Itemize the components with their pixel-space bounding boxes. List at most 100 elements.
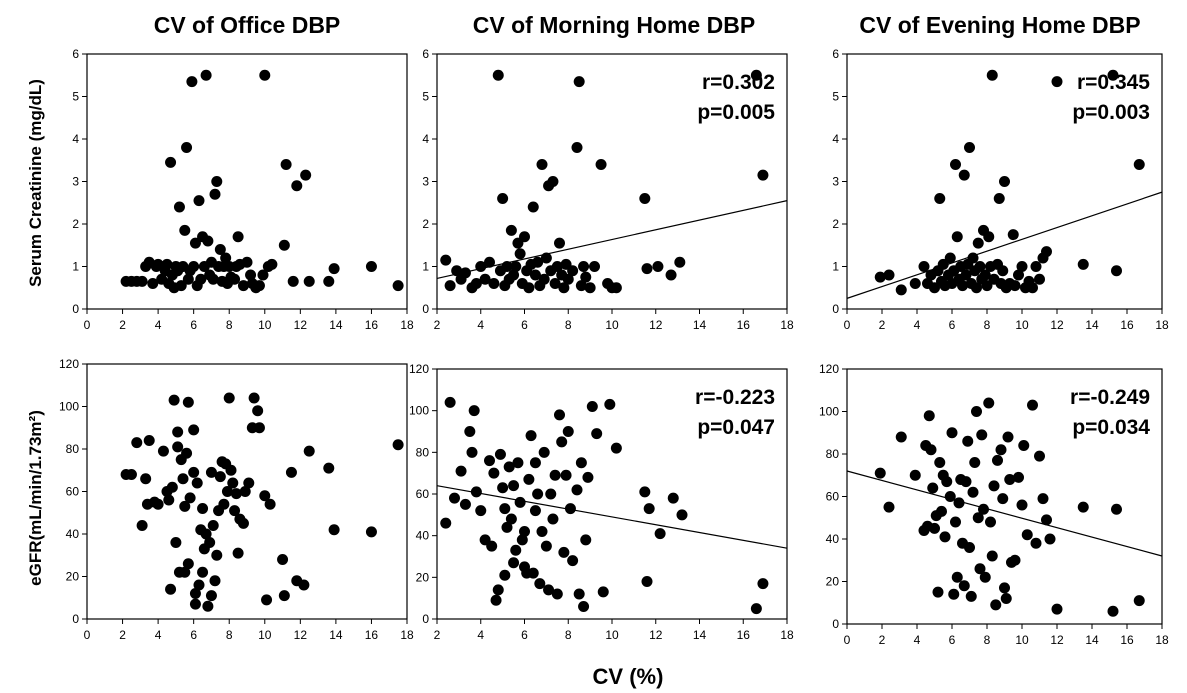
- data-point: [197, 566, 209, 578]
- data-point: [958, 169, 970, 181]
- data-point: [580, 534, 592, 546]
- x-tick-label: 4: [914, 633, 921, 647]
- data-point: [173, 201, 185, 213]
- data-point: [595, 159, 607, 170]
- data-point: [486, 540, 498, 552]
- y-tick-label: 4: [832, 132, 839, 146]
- data-point: [540, 540, 552, 552]
- data-point: [951, 231, 963, 243]
- data-point: [514, 496, 526, 508]
- data-point: [512, 457, 524, 469]
- data-point: [953, 497, 965, 509]
- y-tick-label: 0: [832, 617, 839, 631]
- data-point: [237, 280, 249, 292]
- data-point: [499, 503, 511, 515]
- data-point: [451, 265, 463, 277]
- data-point: [993, 193, 1005, 204]
- data-point: [1016, 261, 1028, 272]
- data-point: [750, 603, 762, 615]
- data-point: [497, 193, 509, 204]
- data-point: [221, 486, 233, 497]
- y-tick-label: 5: [832, 90, 839, 104]
- data-point: [551, 588, 563, 600]
- data-point: [253, 280, 265, 292]
- data-point: [927, 482, 939, 494]
- data-point: [261, 594, 273, 606]
- data-point: [501, 261, 513, 272]
- data-point: [560, 469, 572, 481]
- scatter-panel-5: 0 20 40 60 80 100 120 2 4 6 8 10 12 14 16 18 r=-0.223 p=0…: [409, 362, 794, 642]
- x-tick-label: 8: [984, 633, 991, 647]
- data-point: [163, 494, 175, 506]
- x-tick-label: 16: [737, 628, 751, 642]
- data-point: [186, 76, 198, 88]
- y-tick-label: 6: [72, 47, 79, 61]
- data-point: [992, 454, 1003, 466]
- data-point: [494, 448, 506, 460]
- data-point: [211, 549, 223, 561]
- data-point: [181, 447, 193, 459]
- data-point: [529, 269, 541, 281]
- data-point: [505, 513, 517, 525]
- data-point: [444, 280, 456, 292]
- data-point: [200, 69, 212, 81]
- data-point: [182, 273, 194, 285]
- data-point: [510, 261, 522, 272]
- data-point: [1133, 159, 1145, 170]
- data-point: [974, 261, 986, 272]
- data-point: [195, 273, 207, 285]
- x-tick-label: 6: [190, 318, 197, 332]
- data-point: [257, 269, 269, 281]
- y-tick-label: 3: [72, 175, 79, 189]
- data-point: [950, 516, 961, 528]
- x-tick-label: 18: [400, 628, 414, 642]
- data-point: [523, 282, 535, 294]
- x-tick-label: 4: [914, 318, 921, 332]
- x-tick-label: 4: [477, 628, 484, 642]
- data-point: [951, 571, 963, 583]
- data-point: [211, 176, 223, 187]
- data-point: [229, 505, 241, 517]
- data-point: [1034, 273, 1045, 285]
- x-tick-label: 12: [294, 318, 308, 332]
- data-point: [990, 599, 1002, 611]
- data-point: [1044, 533, 1056, 545]
- data-point: [300, 169, 312, 181]
- data-point: [285, 466, 297, 478]
- data-point: [1018, 440, 1030, 451]
- data-point: [979, 269, 991, 281]
- data-point: [571, 484, 583, 496]
- data-point: [191, 477, 203, 489]
- data-point: [207, 273, 219, 285]
- data-point: [529, 457, 541, 469]
- data-point: [674, 256, 686, 268]
- correlation-p-label: p=0.047: [697, 416, 775, 439]
- x-tick-label: 10: [1015, 318, 1029, 332]
- data-point: [643, 503, 655, 515]
- data-point: [232, 547, 244, 559]
- data-point: [237, 517, 249, 529]
- data-point: [985, 516, 996, 528]
- data-point: [1111, 265, 1122, 277]
- data-point: [571, 142, 583, 153]
- y-tick-label: 6: [422, 47, 429, 61]
- data-point: [147, 278, 159, 289]
- data-point: [575, 280, 587, 292]
- data-point: [157, 445, 169, 457]
- data-point: [470, 486, 482, 498]
- data-point: [986, 550, 998, 562]
- data-point: [1077, 258, 1089, 270]
- data-point: [197, 503, 209, 514]
- y-tick-label: 120: [819, 362, 839, 376]
- data-point: [523, 473, 535, 485]
- x-tick-label: 14: [1085, 318, 1099, 332]
- x-tick-label: 16: [1120, 633, 1134, 647]
- data-point: [229, 273, 241, 285]
- data-point: [997, 493, 1009, 505]
- y-tick-label: 4: [422, 132, 429, 146]
- data-point: [303, 275, 315, 287]
- data-point: [960, 476, 972, 488]
- data-point: [136, 520, 148, 531]
